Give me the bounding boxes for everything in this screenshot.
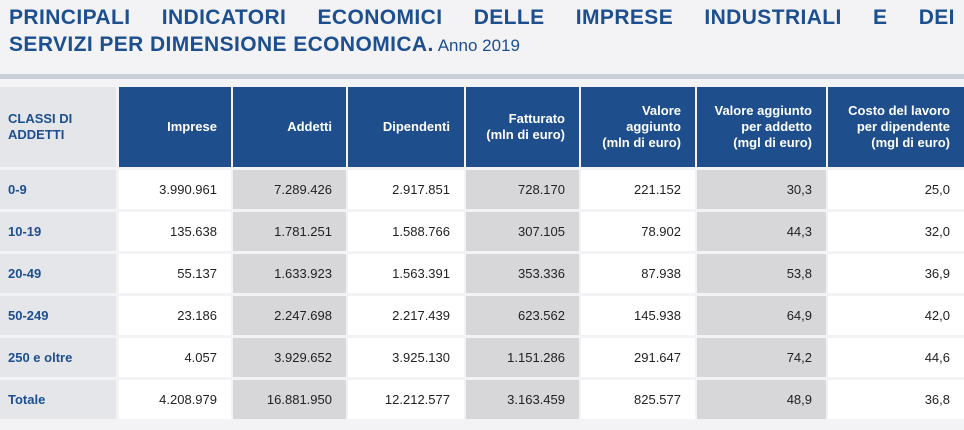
table-row: 10-19 135.638 1.781.251 1.588.766 307.10… xyxy=(0,210,964,254)
table-row: 250 e oltre 4.057 3.929.652 3.925.130 1.… xyxy=(0,336,964,380)
table-cell: 53,8 xyxy=(696,252,828,296)
table-cell: 42,0 xyxy=(827,294,964,338)
table-cell: 145.938 xyxy=(580,294,697,338)
row-label: 0-9 xyxy=(0,168,119,212)
table-cell: 78.902 xyxy=(580,210,697,254)
title-word: DELLE xyxy=(473,6,545,29)
title-word: IMPRESE xyxy=(575,6,674,29)
table-cell: 12.212.577 xyxy=(347,378,466,422)
table-cell: 1.633.923 xyxy=(232,252,348,296)
table-cell: 48,9 xyxy=(696,378,828,422)
table-cell: 135.638 xyxy=(117,210,233,254)
column-header-dipendenti: Dipendenti xyxy=(347,87,466,170)
column-header-valore-aggiunto: Valore aggiunto (mln di euro) xyxy=(580,87,697,170)
table-cell: 1.588.766 xyxy=(347,210,466,254)
table-cell: 2.917.851 xyxy=(347,168,466,212)
title-word: INDUSTRIALI xyxy=(704,6,842,29)
header-row: CLASSI DI ADDETTI Imprese Addetti Dipend… xyxy=(0,87,964,170)
table-cell: 23.186 xyxy=(117,294,233,338)
table-cell: 353.336 xyxy=(465,252,581,296)
row-label: Totale xyxy=(0,378,119,422)
table-cell: 221.152 xyxy=(580,168,697,212)
table-cell: 36,8 xyxy=(827,378,964,422)
title-line-1: PRINCIPALI INDICATORI ECONOMICI DELLE IM… xyxy=(9,4,955,31)
title-word: PRINCIPALI xyxy=(9,6,131,29)
row-label: 10-19 xyxy=(0,210,119,254)
row-label: 250 e oltre xyxy=(0,336,119,380)
table-cell: 64,9 xyxy=(696,294,828,338)
table-cell: 3.163.459 xyxy=(465,378,581,422)
column-header-imprese: Imprese xyxy=(117,87,233,170)
column-header-valore-per-addetto: Valore aggiunto per addetto (mgl di euro… xyxy=(696,87,828,170)
column-header-costo-lavoro: Costo del lavoro per dipendente (mgl di … xyxy=(827,87,964,170)
table-cell: 16.881.950 xyxy=(232,378,348,422)
table-cell: 1.781.251 xyxy=(232,210,348,254)
title-divider xyxy=(0,74,964,79)
table-cell: 2.247.698 xyxy=(232,294,348,338)
table-cell: 4.057 xyxy=(117,336,233,380)
table-cell: 7.289.426 xyxy=(232,168,348,212)
table-row: 50-249 23.186 2.247.698 2.217.439 623.56… xyxy=(0,294,964,338)
table-cell: 32,0 xyxy=(827,210,964,254)
table-cell: 2.217.439 xyxy=(347,294,466,338)
table-cell: 44,3 xyxy=(696,210,828,254)
column-header-fatturato: Fatturato (mln di euro) xyxy=(465,87,581,170)
indicators-table-container: CLASSI DI ADDETTI Imprese Addetti Dipend… xyxy=(0,87,964,422)
table-cell: 36,9 xyxy=(827,252,964,296)
indicators-table: CLASSI DI ADDETTI Imprese Addetti Dipend… xyxy=(0,87,964,422)
table-cell: 291.647 xyxy=(580,336,697,380)
table-row: 0-9 3.990.961 7.289.426 2.917.851 728.17… xyxy=(0,168,964,212)
table-cell: 1.151.286 xyxy=(465,336,581,380)
title-word: E xyxy=(873,6,888,29)
table-cell: 728.170 xyxy=(465,168,581,212)
table-row-total: Totale 4.208.979 16.881.950 12.212.577 3… xyxy=(0,378,964,422)
page-title: PRINCIPALI INDICATORI ECONOMICI DELLE IM… xyxy=(9,4,955,59)
table-cell: 87.938 xyxy=(580,252,697,296)
title-text: SERVIZI PER DIMENSIONE ECONOMICA. xyxy=(9,33,434,56)
title-line-2: SERVIZI PER DIMENSIONE ECONOMICA. Anno 20… xyxy=(9,31,955,59)
table-cell: 30,3 xyxy=(696,168,828,212)
table-cell: 3.929.652 xyxy=(232,336,348,380)
table-cell: 623.562 xyxy=(465,294,581,338)
table-cell: 55.137 xyxy=(117,252,233,296)
title-word: DEI xyxy=(918,6,955,29)
table-row: 20-49 55.137 1.633.923 1.563.391 353.336… xyxy=(0,252,964,296)
table-cell: 3.925.130 xyxy=(347,336,466,380)
column-header-addetti: Addetti xyxy=(232,87,348,170)
table-cell: 825.577 xyxy=(580,378,697,422)
title-year: Anno 2019 xyxy=(437,36,520,55)
table-cell: 4.208.979 xyxy=(117,378,233,422)
row-label: 20-49 xyxy=(0,252,119,296)
table-cell: 307.105 xyxy=(465,210,581,254)
row-label: 50-249 xyxy=(0,294,119,338)
table-cell: 1.563.391 xyxy=(347,252,466,296)
table-cell: 25,0 xyxy=(827,168,964,212)
column-header-classi: CLASSI DI ADDETTI xyxy=(0,87,119,170)
table-cell: 3.990.961 xyxy=(117,168,233,212)
title-word: INDICATORI xyxy=(161,6,287,29)
title-word: ECONOMICI xyxy=(317,6,443,29)
table-cell: 44,6 xyxy=(827,336,964,380)
table-cell: 74,2 xyxy=(696,336,828,380)
